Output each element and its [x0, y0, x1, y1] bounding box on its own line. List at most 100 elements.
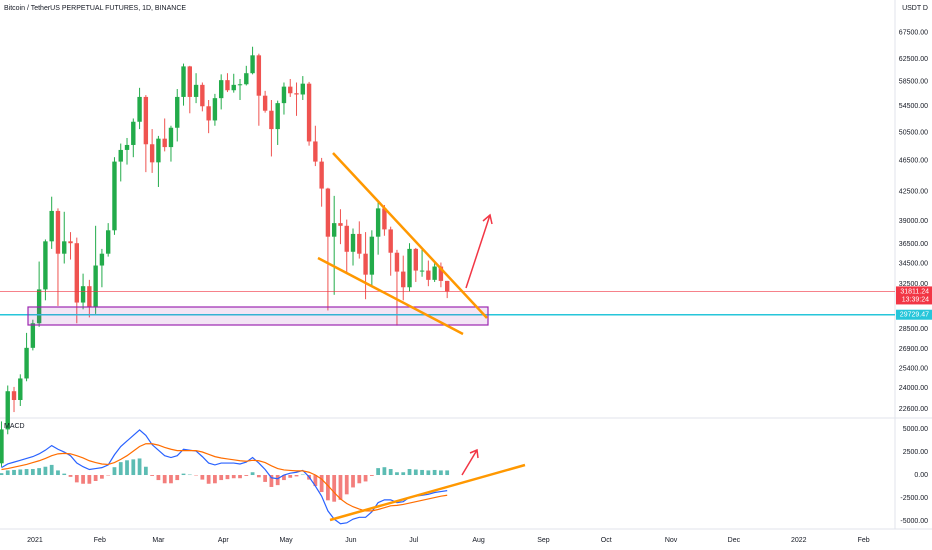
currency[interactable]: USDT D [902, 5, 928, 12]
histogram-bar [24, 469, 29, 476]
histogram-bar [351, 475, 355, 488]
x-tick-label: Nov [665, 537, 678, 544]
candle-body [87, 286, 92, 308]
candle-body [181, 66, 186, 97]
candle-body [225, 80, 230, 91]
macd-arrow [461, 448, 479, 476]
x-tick-label: 2022 [791, 537, 807, 544]
y-tick-label: 34500.00 [899, 260, 928, 267]
candle-body [149, 144, 155, 163]
histogram-bar [81, 475, 85, 484]
histogram-bar [169, 475, 173, 484]
histogram-bar [225, 475, 230, 480]
candle-body [5, 391, 10, 430]
y-tick-label: 28500.00 [899, 326, 928, 333]
y-tick-label: 5000.00 [903, 426, 928, 433]
histogram-bar [74, 475, 79, 483]
histogram-bar [118, 462, 123, 476]
histogram-bar [219, 475, 224, 481]
candle-body [137, 96, 142, 122]
histogram-bar [344, 475, 349, 495]
support-zone [27, 306, 489, 326]
histogram-bar [326, 475, 330, 501]
candle-body [105, 230, 111, 254]
histogram-bar [269, 475, 274, 487]
histogram-bar [319, 475, 324, 493]
y-tick-label: 58500.00 [899, 79, 928, 86]
histogram-bar [156, 475, 161, 481]
candle-body [49, 210, 54, 242]
histogram-bar [125, 460, 129, 476]
x-tick-label: Jun [345, 537, 356, 544]
candle-body [206, 106, 211, 121]
histogram-bar [131, 459, 136, 476]
histogram-bar [238, 475, 242, 479]
candle-body [124, 144, 130, 150]
candle-body [24, 347, 29, 379]
histogram-bar [432, 469, 437, 476]
candle-body [118, 149, 123, 162]
price-label: 31811.24 [900, 288, 929, 295]
candle-body [344, 225, 349, 252]
series [0, 46, 895, 525]
candle-body [43, 241, 48, 290]
histogram-bar [12, 469, 16, 476]
histogram-bar [401, 472, 406, 476]
histogram-bar [162, 475, 167, 484]
candle-body [375, 208, 381, 237]
candle-body [231, 84, 236, 91]
histogram-bar [407, 469, 412, 476]
candle-body [212, 98, 218, 121]
histogram-bar [313, 475, 318, 487]
candle-body [319, 161, 324, 189]
candle-body [74, 243, 79, 303]
histogram-bar [5, 470, 10, 476]
candle-body [350, 233, 356, 252]
histogram-bar [213, 475, 217, 484]
histogram-bar [332, 475, 337, 502]
histogram-bar [68, 475, 73, 477]
candle-body [193, 84, 199, 97]
histogram-bar [175, 475, 180, 481]
price-label-bg [896, 309, 932, 320]
candle-body [256, 55, 262, 96]
y-tick-label: 0.00 [914, 472, 928, 479]
histogram-bar [263, 475, 268, 482]
y-tick-label: -5000.00 [900, 518, 928, 525]
y-tick-label: 42500.00 [899, 189, 928, 196]
histogram-bar [93, 475, 98, 481]
x-tick-label: Feb [94, 537, 106, 544]
candle-body [11, 391, 17, 401]
candle-body [162, 138, 167, 148]
histogram-bar [231, 475, 236, 479]
x-tick-label: Oct [601, 537, 612, 544]
price-label-bg [896, 286, 932, 305]
candle-body [281, 86, 287, 104]
candle-body [401, 271, 406, 288]
x-tick-label: Mar [152, 537, 165, 544]
candle-body [80, 286, 86, 303]
x-tick-label: Apr [218, 537, 230, 544]
candle-body [30, 323, 36, 348]
y-tick-label: 2500.00 [903, 449, 928, 456]
histogram-bar [43, 466, 48, 476]
candle-body [62, 241, 67, 254]
candle-body [262, 95, 268, 111]
candle-body [131, 121, 136, 145]
y-tick-label: 22600.00 [899, 406, 928, 413]
candle-body [382, 208, 387, 230]
histogram-bar [0, 473, 4, 476]
histogram-bar [357, 475, 362, 484]
y-tick-label: 25400.00 [899, 366, 928, 373]
histogram-bar [30, 469, 35, 476]
candle-body [36, 289, 42, 324]
candle-body [143, 96, 149, 145]
candle-body [244, 73, 249, 85]
x-tick-label: Dec [728, 537, 741, 544]
countdown: 13:39:24 [902, 296, 929, 303]
candle-body [168, 127, 174, 148]
trendline-upper [332, 152, 488, 319]
histogram-bar [420, 469, 424, 476]
histogram-bar [100, 475, 104, 479]
